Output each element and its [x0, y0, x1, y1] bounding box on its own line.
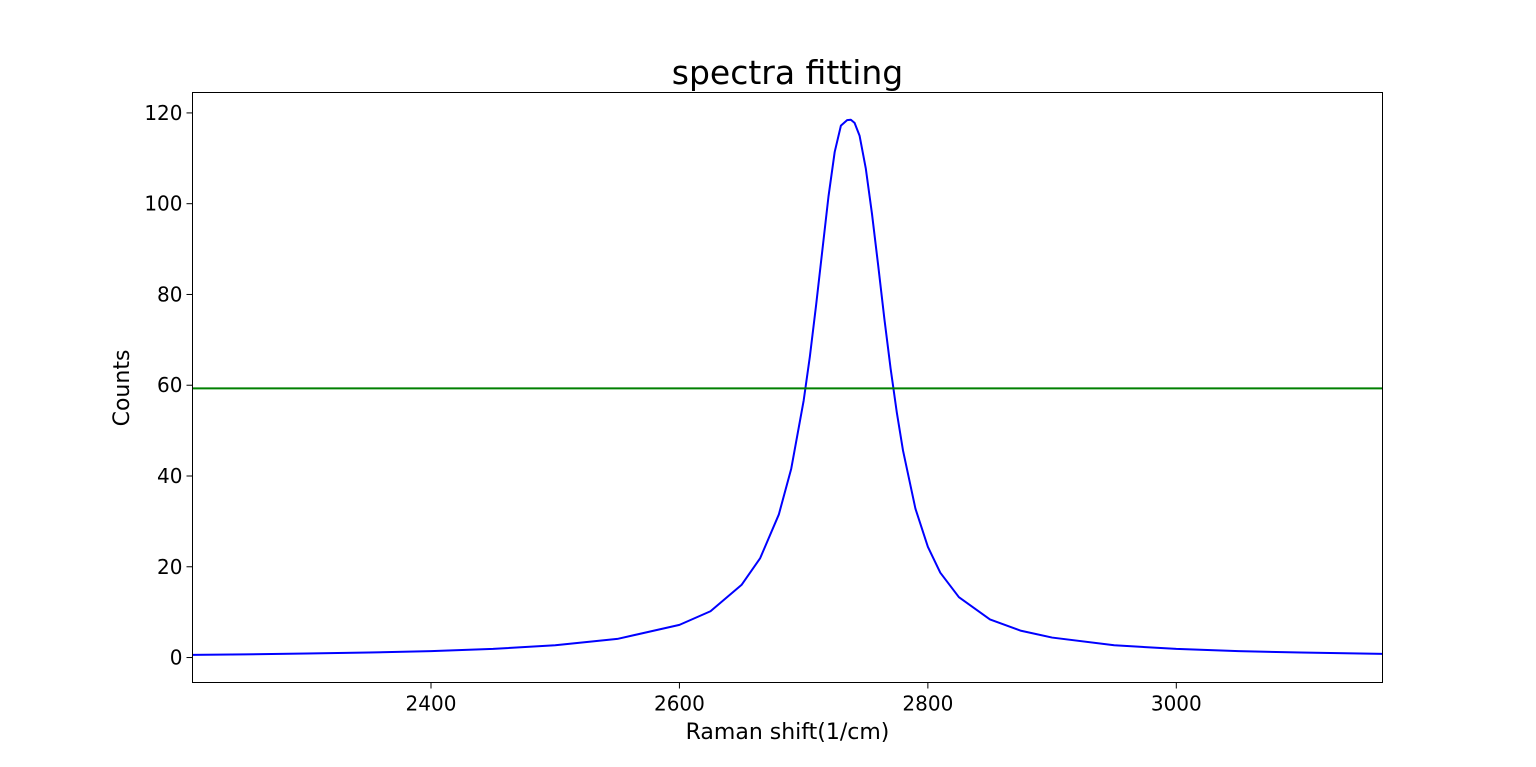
y-tick-label: 100 — [144, 192, 182, 216]
y-axis-label: Counts — [110, 350, 135, 427]
y-tick-label: 20 — [157, 555, 182, 579]
y-tick-label: 0 — [170, 646, 183, 670]
x-tick-label: 2400 — [406, 692, 457, 716]
y-tick-label: 80 — [157, 282, 182, 306]
y-axis-ticks: 0 20 40 60 80 100 120 — [144, 101, 193, 670]
y-tick-label: 60 — [157, 373, 182, 397]
chart-title: spectra fitting — [672, 53, 904, 92]
plot-frame — [192, 92, 1383, 683]
x-axis-ticks: 2400 2600 2800 3000 — [406, 682, 1202, 716]
x-tick-label: 3000 — [1151, 692, 1202, 716]
y-tick-label: 40 — [157, 464, 182, 488]
x-tick-label: 2800 — [902, 692, 953, 716]
x-tick-label: 2600 — [654, 692, 705, 716]
plot-lines — [192, 118, 1383, 656]
series-line-1 — [192, 118, 1383, 656]
y-tick-label: 120 — [144, 101, 182, 125]
x-axis-label: Raman shift(1/cm) — [686, 720, 890, 745]
